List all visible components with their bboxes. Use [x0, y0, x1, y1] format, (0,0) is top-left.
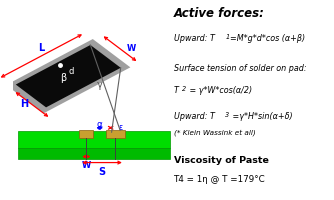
- Polygon shape: [6, 39, 130, 113]
- Text: = γ*W*cos(α/2): = γ*W*cos(α/2): [187, 86, 252, 95]
- Bar: [18, 148, 170, 159]
- Text: S: S: [99, 167, 106, 177]
- Text: Active forces:: Active forces:: [173, 7, 265, 20]
- Text: 2: 2: [182, 86, 186, 92]
- Text: (* Klein Wassink et all): (* Klein Wassink et all): [173, 130, 255, 136]
- Text: =M*g*d*cos (α+β): =M*g*d*cos (α+β): [230, 34, 305, 43]
- Text: =γ*H*sin(α+δ): =γ*H*sin(α+δ): [230, 112, 293, 121]
- Text: d: d: [68, 67, 73, 76]
- Text: Surface tension of solder on pad:: Surface tension of solder on pad:: [173, 64, 306, 73]
- Text: T4 = 1η @ T =179°C: T4 = 1η @ T =179°C: [173, 175, 265, 184]
- Text: Viscosity of Paste: Viscosity of Paste: [173, 156, 269, 165]
- Text: ε: ε: [119, 123, 123, 132]
- Text: 3: 3: [225, 112, 229, 118]
- Bar: [79, 130, 94, 138]
- Text: 1: 1: [225, 34, 229, 40]
- Bar: [18, 131, 170, 148]
- Text: β: β: [60, 73, 66, 83]
- Text: W: W: [82, 161, 91, 170]
- Text: H: H: [20, 99, 28, 109]
- Text: Upward: T: Upward: T: [173, 112, 214, 121]
- Text: T: T: [173, 86, 178, 95]
- Text: α: α: [97, 120, 103, 129]
- Text: Upward: T: Upward: T: [173, 34, 214, 43]
- Text: L: L: [38, 43, 44, 53]
- Text: W: W: [126, 44, 136, 53]
- Polygon shape: [16, 45, 121, 107]
- Text: γ: γ: [97, 80, 103, 90]
- Bar: [106, 130, 125, 138]
